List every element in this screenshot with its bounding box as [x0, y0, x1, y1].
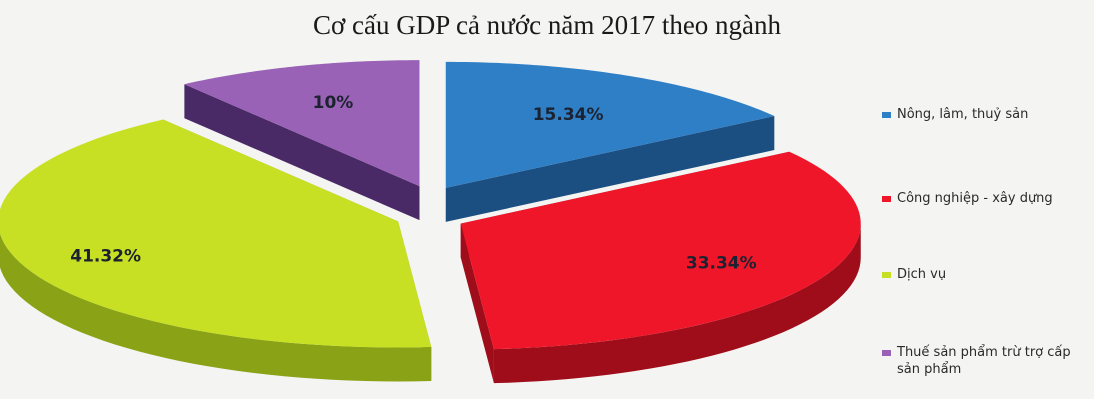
legend-swatch-tax	[882, 350, 891, 356]
slice-rim-services	[0, 233, 432, 382]
chart-title: Cơ cấu GDP cả nước năm 2017 theo ngành	[312, 10, 782, 40]
pie-chart: 10% 15.34% 41.32% 33.34%	[0, 60, 861, 384]
legend-label-tax: Thuế sản phẩm trừ trợ cấp sản phẩm	[897, 345, 1071, 377]
slice-label-services: 41.32%	[70, 247, 141, 267]
legend-entry-agriculture: Nông, lâm, thuỷ sản	[882, 106, 1092, 123]
slice-top-industry	[460, 151, 861, 350]
legend-swatch-industry	[882, 196, 891, 202]
legend-label-agriculture: Nông, lâm, thuỷ sản	[897, 107, 1029, 122]
slice-wall-agriculture-1	[445, 116, 775, 222]
legend-label-industry: Công nghiệp - xây dựng	[897, 191, 1053, 206]
slice-label-tax: 10%	[313, 93, 354, 113]
slice-label-industry: 33.34%	[686, 253, 757, 273]
slice-wall-tax-0	[184, 84, 420, 221]
slice-label-agriculture: 15.34%	[533, 105, 604, 125]
legend-swatch-agriculture	[882, 112, 891, 118]
slice-services: 41.32%	[0, 119, 432, 382]
slice-tax: 10%	[184, 60, 420, 221]
slice-top-services	[0, 119, 432, 348]
legend-entry-tax: Thuế sản phẩm trừ trợ cấp sản phẩm	[882, 344, 1092, 378]
legend-swatch-services	[882, 272, 891, 278]
legend-entry-industry: Công nghiệp - xây dựng	[882, 190, 1092, 207]
slice-wall-industry-1	[460, 223, 494, 384]
slice-top-agriculture	[445, 61, 775, 188]
legend-entry-services: Dịch vụ	[882, 266, 1092, 283]
slice-industry: 33.34%	[460, 151, 861, 384]
slice-agriculture: 15.34%	[445, 61, 775, 222]
slice-rim-industry	[493, 223, 861, 384]
legend-label-services: Dịch vụ	[897, 267, 947, 282]
slice-top-tax	[184, 60, 420, 187]
